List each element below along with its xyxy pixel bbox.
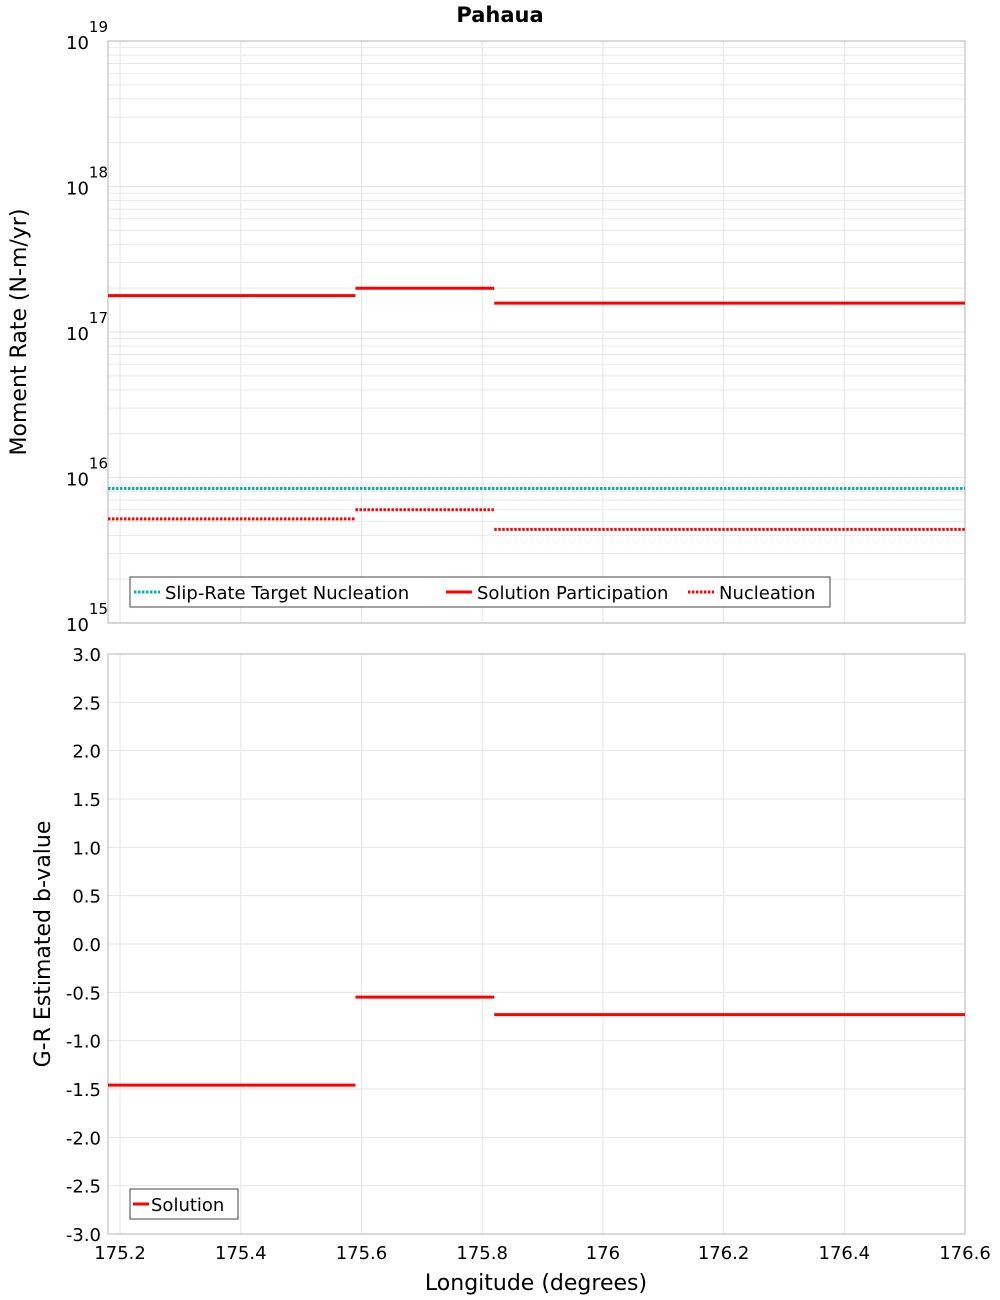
longitude-axis-label: Longitude (degrees): [425, 1271, 647, 1296]
moment-rate-plot: 1015 1016 1017 1018 1019 Slip-Rate Target Nuc…: [66, 18, 966, 636]
x-tick-label: 176.4: [819, 1243, 871, 1264]
moment-plot-frame: [107, 40, 966, 624]
chart-title: Pahaua: [456, 3, 543, 27]
x-tick-label: 176.2: [698, 1243, 750, 1264]
x-tick-label: 175.6: [336, 1243, 388, 1264]
moment-legend: Slip-Rate Target Nucleation Solution Part…: [129, 576, 831, 608]
b-value-y-tick-label: 0.0: [72, 935, 101, 956]
b-value-plot-frame: [107, 653, 966, 1235]
b-value-y-tick-label: 1.5: [72, 790, 101, 811]
x-tick-label: 175.2: [94, 1243, 146, 1264]
legend-label-slip-rate-target-nucleation: Slip-Rate Target Nucleation: [165, 583, 409, 604]
b-value-y-tick-label: 2.0: [72, 742, 101, 763]
moment-y-tick-label: 1019: [66, 18, 108, 54]
x-tick-label: 176.6: [939, 1243, 991, 1264]
b-value-y-tick-label: -1.5: [66, 1080, 101, 1101]
b-value-y-tick-label: -2.0: [66, 1128, 101, 1149]
legend-label-solution: Solution: [151, 1195, 224, 1216]
b-value-y-tick-label: 2.5: [72, 693, 101, 714]
legend-label-nucleation: Nucleation: [719, 583, 815, 604]
b-value-plot: 3.0 2.5 2.0 1.5 1.0 0.5 0.0 -0.5 -1.0 -1.5 -2.0 -2.…: [66, 645, 991, 1264]
x-tick-label: 175.4: [215, 1243, 267, 1264]
b-value-y-tick-label: -2.5: [66, 1177, 101, 1198]
moment-y-tick-label: 1015: [66, 600, 108, 636]
b-value-y-tick-label: -0.5: [66, 983, 101, 1004]
b-value-y-tick-label: 0.5: [72, 887, 101, 908]
b-value-y-tick-label: 3.0: [72, 645, 101, 666]
x-tick-label: 175.8: [456, 1243, 508, 1264]
moment-y-tick-label: 1016: [66, 455, 108, 491]
b-value-y-tick-label: -1.0: [66, 1032, 101, 1053]
moment-y-tick-label: 1017: [66, 309, 108, 345]
b-value-y-tick-label: 1.0: [72, 838, 101, 859]
moment-rate-axis-label: Moment Rate (N-m/yr): [7, 209, 32, 456]
b-value-legend: Solution: [129, 1188, 239, 1220]
moment-y-tick-label: 1018: [66, 164, 108, 200]
b-value-y-tick-label: -3.0: [66, 1225, 101, 1246]
legend-label-solution-participation: Solution Participation: [477, 583, 668, 604]
b-value-axis-label: G-R Estimated b-value: [31, 821, 56, 1068]
x-tick-label: 176: [586, 1243, 620, 1264]
